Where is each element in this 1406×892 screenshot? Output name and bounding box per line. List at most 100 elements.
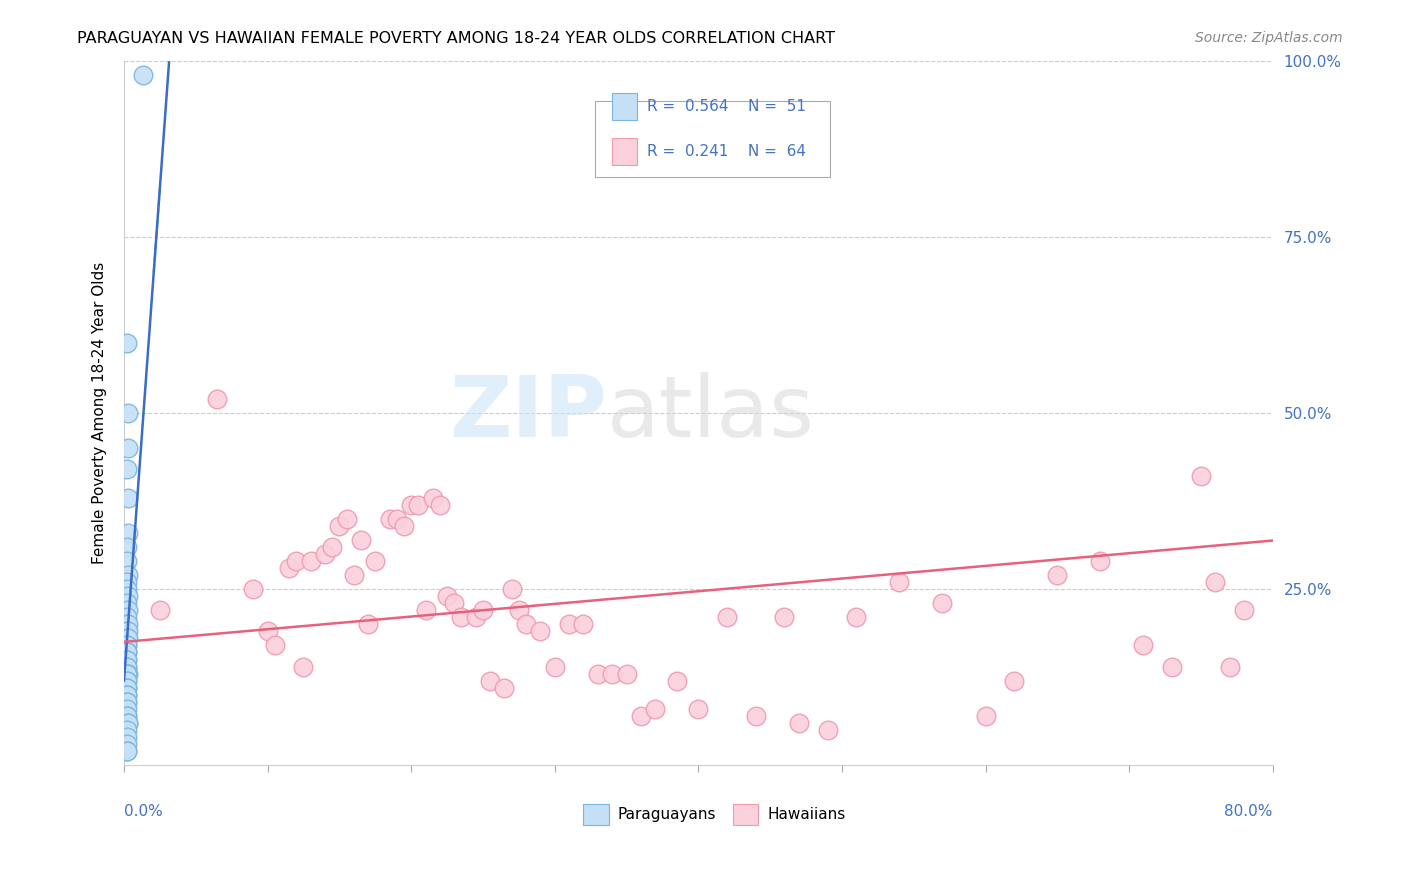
Point — [314, 547, 336, 561]
Point — [845, 610, 868, 624]
Point — [1132, 639, 1154, 653]
Point — [494, 681, 516, 695]
Text: R =  0.564    N =  51: R = 0.564 N = 51 — [647, 99, 806, 113]
Point — [115, 645, 138, 659]
Text: atlas: atlas — [606, 372, 814, 455]
Point — [644, 702, 666, 716]
Point — [115, 708, 138, 723]
Point — [115, 723, 138, 737]
Y-axis label: Female Poverty Among 18-24 Year Olds: Female Poverty Among 18-24 Year Olds — [93, 262, 107, 565]
Point — [115, 688, 138, 702]
Point — [115, 695, 138, 709]
Point — [464, 610, 486, 624]
Point — [117, 715, 139, 730]
Point — [817, 723, 839, 737]
Point — [773, 610, 796, 624]
Point — [321, 540, 343, 554]
Bar — [583, 804, 609, 825]
Point — [515, 617, 537, 632]
Point — [117, 406, 139, 420]
Point — [115, 639, 138, 653]
Point — [1002, 673, 1025, 688]
Point — [115, 737, 138, 751]
Point — [115, 645, 138, 659]
Point — [256, 624, 278, 639]
Point — [450, 610, 472, 624]
Point — [328, 518, 350, 533]
Point — [415, 603, 437, 617]
Point — [285, 554, 308, 568]
Point — [479, 673, 502, 688]
Point — [1189, 469, 1212, 483]
Point — [630, 708, 652, 723]
Point — [299, 554, 322, 568]
Point — [665, 673, 688, 688]
Point — [278, 561, 301, 575]
Point — [529, 624, 551, 639]
Point — [429, 498, 451, 512]
Point — [974, 708, 997, 723]
Point — [115, 695, 138, 709]
Point — [544, 659, 567, 673]
Point — [115, 652, 138, 666]
Point — [115, 708, 138, 723]
Point — [385, 512, 408, 526]
Point — [378, 512, 401, 526]
Text: R =  0.241    N =  64: R = 0.241 N = 64 — [647, 144, 806, 159]
Point — [586, 666, 609, 681]
Point — [745, 708, 768, 723]
Point — [335, 512, 357, 526]
Text: Hawaiians: Hawaiians — [768, 807, 845, 822]
Point — [716, 610, 738, 624]
Point — [422, 491, 444, 505]
Point — [131, 68, 153, 82]
Point — [115, 681, 138, 695]
Point — [408, 498, 430, 512]
Point — [443, 596, 465, 610]
Point — [1219, 659, 1241, 673]
Point — [115, 596, 138, 610]
Point — [117, 525, 139, 540]
Point — [1046, 568, 1069, 582]
Point — [1090, 554, 1112, 568]
Point — [117, 632, 139, 646]
Point — [117, 603, 139, 617]
Point — [115, 744, 138, 758]
Point — [357, 617, 380, 632]
Point — [117, 491, 139, 505]
Point — [115, 702, 138, 716]
Point — [117, 568, 139, 582]
Text: PARAGUAYAN VS HAWAIIAN FEMALE POVERTY AMONG 18-24 YEAR OLDS CORRELATION CHART: PARAGUAYAN VS HAWAIIAN FEMALE POVERTY AM… — [77, 31, 835, 46]
Text: Paraguayans: Paraguayans — [617, 807, 717, 822]
Bar — [612, 93, 637, 120]
Point — [600, 666, 623, 681]
Point — [115, 673, 138, 688]
Point — [117, 442, 139, 456]
Point — [436, 589, 458, 603]
Point — [115, 462, 138, 476]
Bar — [733, 804, 758, 825]
Point — [117, 589, 139, 603]
Point — [115, 582, 138, 596]
Point — [115, 652, 138, 666]
Point — [343, 568, 366, 582]
Point — [115, 744, 138, 758]
Point — [115, 666, 138, 681]
Point — [115, 639, 138, 653]
Point — [889, 575, 911, 590]
Point — [115, 673, 138, 688]
Point — [616, 666, 638, 681]
Point — [508, 603, 530, 617]
Point — [350, 533, 373, 547]
Point — [399, 498, 422, 512]
Point — [117, 624, 139, 639]
Point — [115, 575, 138, 590]
Point — [115, 666, 138, 681]
Point — [115, 681, 138, 695]
Point — [471, 603, 494, 617]
Text: 0.0%: 0.0% — [124, 804, 163, 819]
Point — [115, 730, 138, 744]
Point — [115, 335, 138, 350]
Point — [117, 715, 139, 730]
Point — [115, 554, 138, 568]
